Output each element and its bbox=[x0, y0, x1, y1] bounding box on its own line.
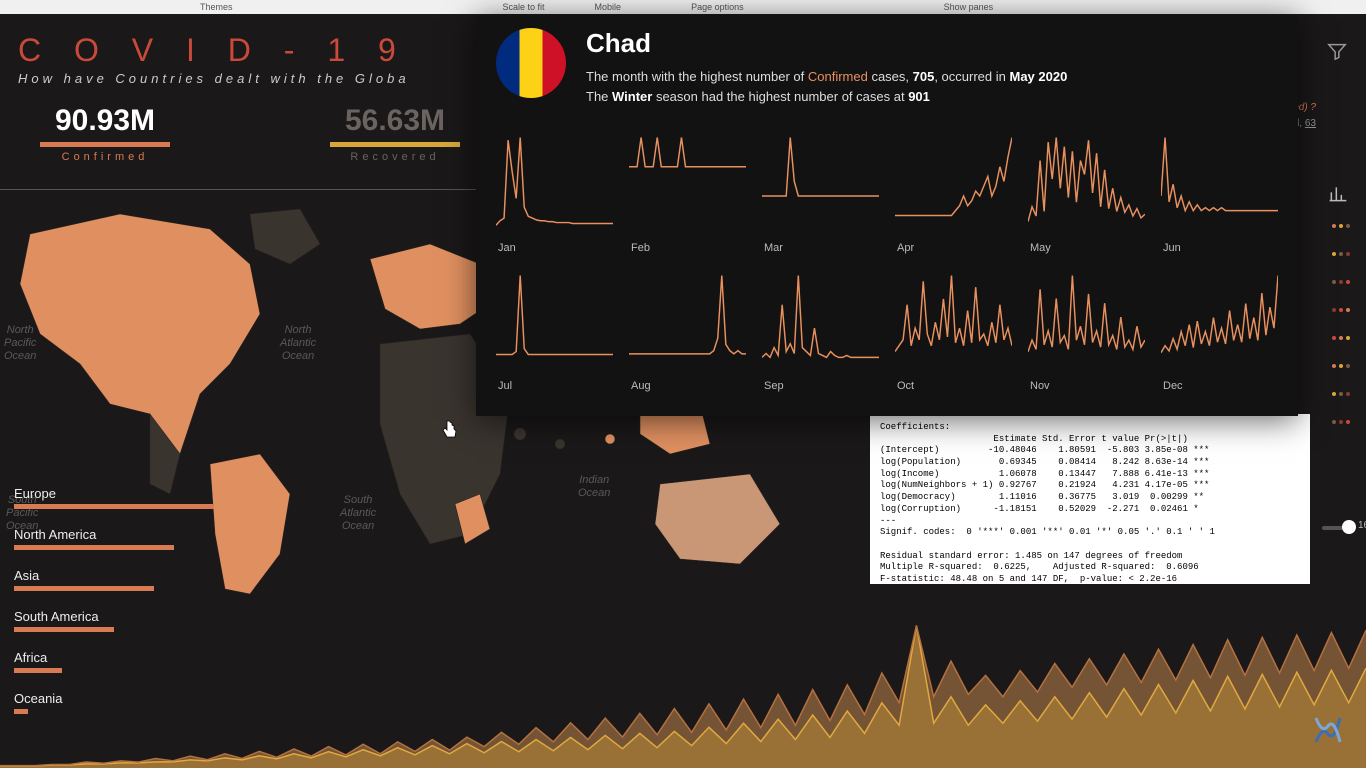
country-detail-panel: Chad The month with the highest number o… bbox=[476, 16, 1298, 416]
sparkline-jun: Jun bbox=[1161, 124, 1278, 254]
country-flag-icon bbox=[496, 28, 566, 98]
kpi-confirmed[interactable]: 90.93M Confirmed bbox=[40, 104, 170, 163]
sparkline-label: Feb bbox=[631, 242, 650, 254]
legend-dot-row bbox=[1332, 252, 1350, 256]
continent-item[interactable]: Europe bbox=[14, 486, 234, 509]
app-top-menu: Themes Scale to fit Mobile Page options … bbox=[0, 0, 1366, 14]
ocean-label: SouthAtlanticOcean bbox=[340, 494, 376, 534]
kpi-confirmed-value: 90.93M bbox=[40, 104, 170, 138]
sparkline-label: Oct bbox=[897, 380, 914, 392]
dashboard-canvas: C O V I D - 1 9 How have Countries dealt… bbox=[0, 14, 1366, 768]
sparkline-label: Jul bbox=[498, 380, 512, 392]
continent-bar bbox=[14, 504, 214, 509]
main-title: C O V I D - 1 9 bbox=[18, 32, 410, 69]
right-toolbar bbox=[1318, 34, 1360, 76]
kpi-recovered[interactable]: 56.63M Recovered bbox=[330, 104, 460, 163]
kpi-row: 90.93M Confirmed 56.63M Recovered bbox=[40, 104, 460, 163]
pointing-hand-cursor-icon bbox=[440, 419, 460, 446]
continent-name: Europe bbox=[14, 486, 234, 501]
legend-dot-row bbox=[1332, 280, 1350, 284]
brand-badge-icon bbox=[1306, 708, 1350, 748]
kpi-recovered-value: 56.63M bbox=[330, 104, 460, 138]
kpi-confirmed-label: Confirmed bbox=[40, 151, 170, 163]
bar-chart-icon[interactable] bbox=[1328, 184, 1348, 209]
legend-dots bbox=[1332, 224, 1350, 424]
sparkline-label: Aug bbox=[631, 380, 651, 392]
legend-dot-row bbox=[1332, 308, 1350, 312]
kpi-recovered-bar bbox=[330, 142, 460, 147]
sparkline-feb: Feb bbox=[629, 124, 746, 254]
monthly-sparklines: Jan Feb Mar Apr May Jun Jul Aug Sep Oct … bbox=[496, 124, 1278, 392]
sparkline-dec: Dec bbox=[1161, 262, 1278, 392]
sparkline-label: Nov bbox=[1030, 380, 1050, 392]
menu-show-panes[interactable]: Show panes bbox=[944, 2, 994, 12]
sparkline-apr: Apr bbox=[895, 124, 1012, 254]
sparkline-label: Sep bbox=[764, 380, 784, 392]
legend-dot-row bbox=[1332, 364, 1350, 368]
value-slider[interactable]: 16 bbox=[1322, 516, 1352, 546]
sparkline-nov: Nov bbox=[1028, 262, 1145, 392]
country-summary: The month with the highest number of Con… bbox=[586, 67, 1067, 106]
continent-bar bbox=[14, 586, 154, 591]
legend-dot-row bbox=[1332, 392, 1350, 396]
slider-value: 16 bbox=[1358, 520, 1366, 531]
menu-mobile[interactable]: Mobile bbox=[595, 2, 622, 12]
continent-item[interactable]: Asia bbox=[14, 568, 234, 591]
regression-output: Coefficients: Estimate Std. Error t valu… bbox=[870, 414, 1310, 584]
country-name: Chad bbox=[586, 28, 1067, 59]
sparkline-jan: Jan bbox=[496, 124, 613, 254]
kpi-confirmed-bar bbox=[40, 142, 170, 147]
kpi-recovered-label: Recovered bbox=[330, 151, 460, 163]
menu-page-options[interactable]: Page options bbox=[691, 2, 744, 12]
legend-dot-row bbox=[1332, 224, 1350, 228]
sparkline-may: May bbox=[1028, 124, 1145, 254]
sparkline-label: Apr bbox=[897, 242, 914, 254]
legend-dot-row bbox=[1332, 420, 1350, 424]
ocean-label: NorthAtlanticOcean bbox=[280, 324, 316, 364]
sparkline-mar: Mar bbox=[762, 124, 879, 254]
sparkline-label: Mar bbox=[764, 242, 783, 254]
continent-item[interactable]: North America bbox=[14, 527, 234, 550]
ocean-label: IndianOcean bbox=[578, 474, 610, 500]
legend-dot-row bbox=[1332, 336, 1350, 340]
sparkline-jul: Jul bbox=[496, 262, 613, 392]
continent-bar bbox=[14, 545, 174, 550]
subtitle: How have Countries dealt with the Globa bbox=[18, 71, 410, 86]
sparkline-oct: Oct bbox=[895, 262, 1012, 392]
sparkline-label: May bbox=[1030, 242, 1051, 254]
sparkline-sep: Sep bbox=[762, 262, 879, 392]
continent-name: North America bbox=[14, 527, 234, 542]
ocean-label: NorthPacificOcean bbox=[4, 324, 36, 364]
sparkline-label: Jan bbox=[498, 242, 516, 254]
title-block: C O V I D - 1 9 How have Countries dealt… bbox=[18, 32, 410, 86]
timeline-chart[interactable] bbox=[0, 618, 1366, 768]
continent-name: Asia bbox=[14, 568, 234, 583]
menu-themes[interactable]: Themes bbox=[200, 2, 233, 12]
sparkline-aug: Aug bbox=[629, 262, 746, 392]
menu-scale[interactable]: Scale to fit bbox=[503, 2, 545, 12]
sparkline-label: Dec bbox=[1163, 380, 1183, 392]
sparkline-label: Jun bbox=[1163, 242, 1181, 254]
filter-icon[interactable] bbox=[1318, 34, 1356, 68]
